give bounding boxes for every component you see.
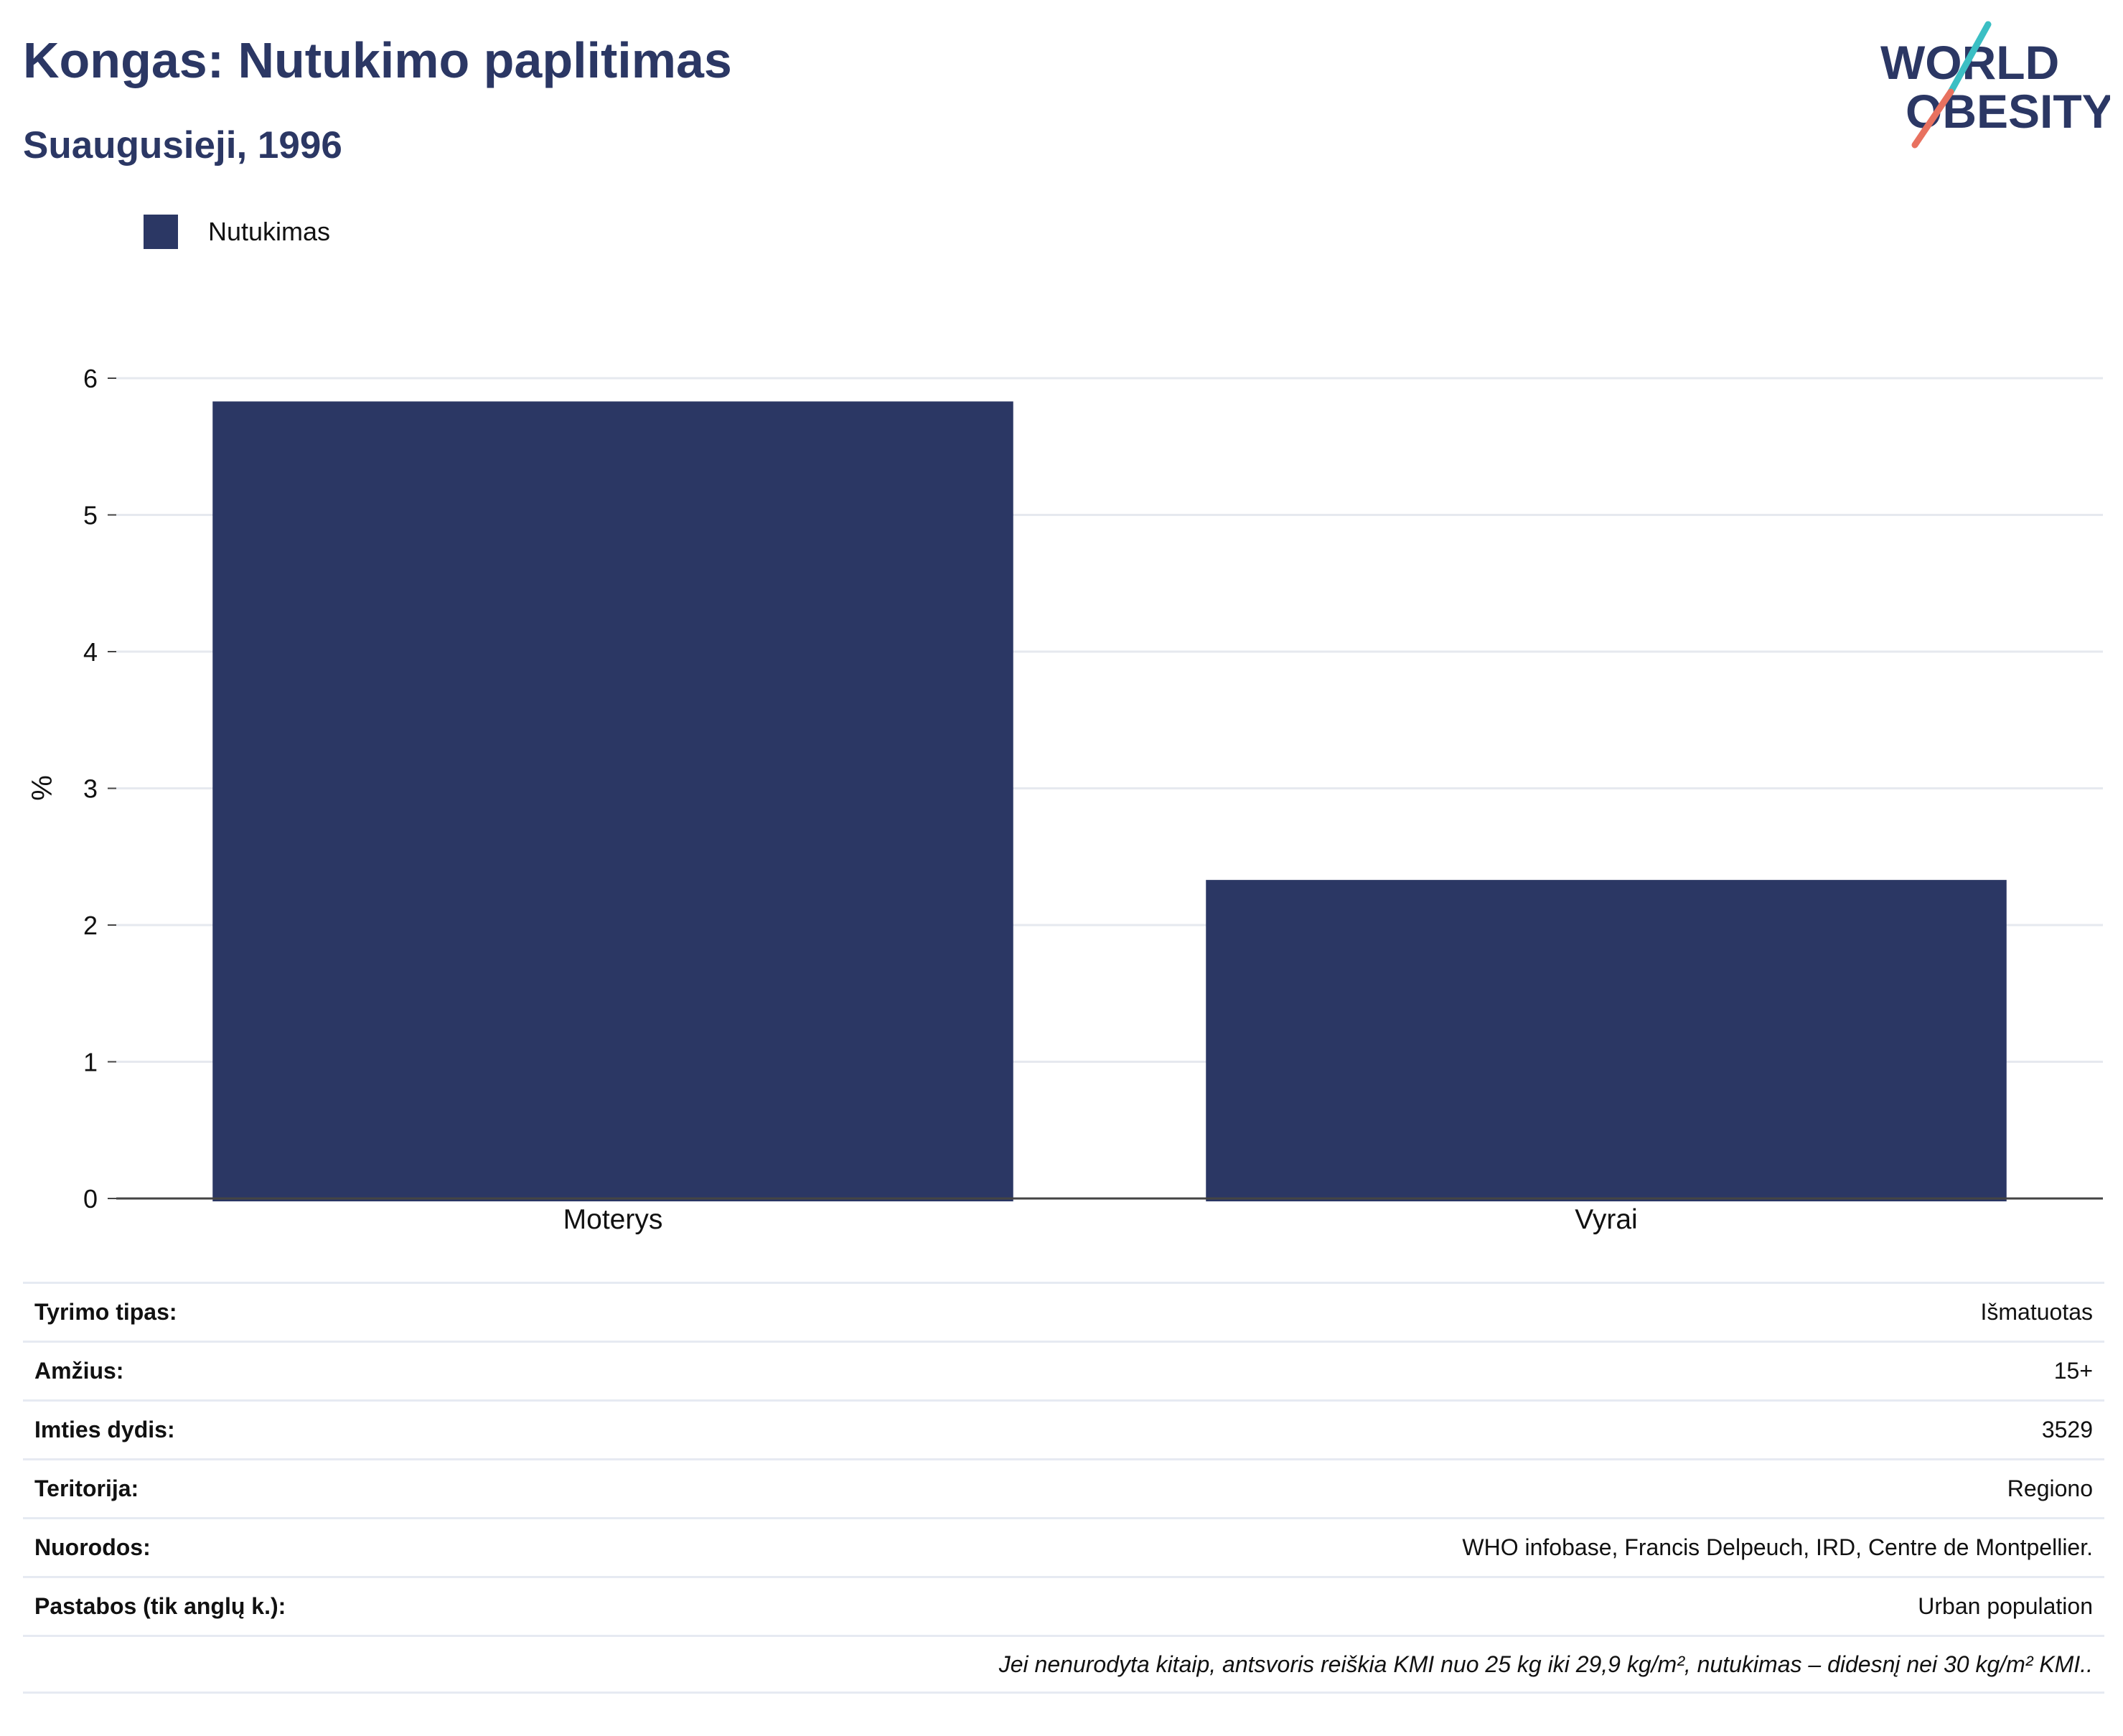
x-tick-label: Moterys [563,1204,663,1235]
info-label: Imties dydis: [34,1417,175,1442]
info-row-survey-type: Tyrimo tipas: Išmatuotas [23,1282,2104,1341]
page-title: Kongas: Nutukimo paplitimas [23,32,732,88]
info-row-notes: Pastabos (tik anglų k.): Urban populatio… [23,1576,2104,1635]
y-tick-label: 5 [83,501,98,530]
logo-slash-coral-icon [1911,88,1954,149]
info-label: Amžius: [34,1358,124,1384]
x-axis-ticks: Moterys Vyrai [563,1204,1638,1235]
bar-moterys [212,401,1013,1201]
y-tick-label: 3 [83,774,98,804]
legend-label: Nutukimas [208,217,331,246]
y-tick-label: 2 [83,911,98,940]
info-value: 15+ [2053,1358,2093,1384]
y-tick-label: 6 [83,364,98,393]
y-tick-label: 0 [83,1184,98,1214]
bar-vyrai [1206,880,2007,1201]
info-label: Pastabos (tik anglų k.): [34,1593,286,1619]
y-axis-label: % [27,775,58,801]
legend-swatch [144,215,178,249]
footnote-row: Jei nenurodyta kitaip, antsvoris reiškia… [23,1635,2104,1694]
info-value: 3529 [2041,1417,2093,1442]
info-value: Urban population [1918,1593,2093,1619]
info-label: Nuorodos: [34,1534,151,1560]
info-label: Teritorija: [34,1475,139,1501]
info-row-territory: Teritorija: Regiono [23,1458,2104,1517]
footnote: Jei nenurodyta kitaip, antsvoris reiškia… [998,1651,2093,1677]
info-value: Išmatuotas [1980,1299,2093,1325]
x-tick-label: Vyrai [1575,1204,1637,1235]
legend: Nutukimas [144,214,330,250]
logo-slash-teal-icon [1947,21,1992,95]
y-tick-label: 4 [83,637,98,667]
info-value: WHO infobase, Francis Delpeuch, IRD, Cen… [1462,1534,2093,1560]
info-value: Regiono [2007,1475,2093,1501]
y-tick-label: 1 [83,1048,98,1077]
info-row-sample-size: Imties dydis: 3529 [23,1399,2104,1458]
info-row-age: Amžius: 15+ [23,1341,2104,1399]
world-obesity-logo: WORLD OBESITY [1880,21,2110,149]
bar-chart: 0 1 2 3 4 5 6 Moterys Vyrai % [27,364,2103,1235]
info-table: Tyrimo tipas: Išmatuotas Amžius: 15+ Imt… [23,1282,2104,1694]
info-label: Tyrimo tipas: [34,1299,177,1325]
bars [212,401,2007,1201]
y-axis-ticks: 0 1 2 3 4 5 6 [83,364,116,1214]
info-row-references: Nuorodos: WHO infobase, Francis Delpeuch… [23,1517,2104,1576]
page-subtitle: Suaugusieji, 1996 [23,124,342,166]
